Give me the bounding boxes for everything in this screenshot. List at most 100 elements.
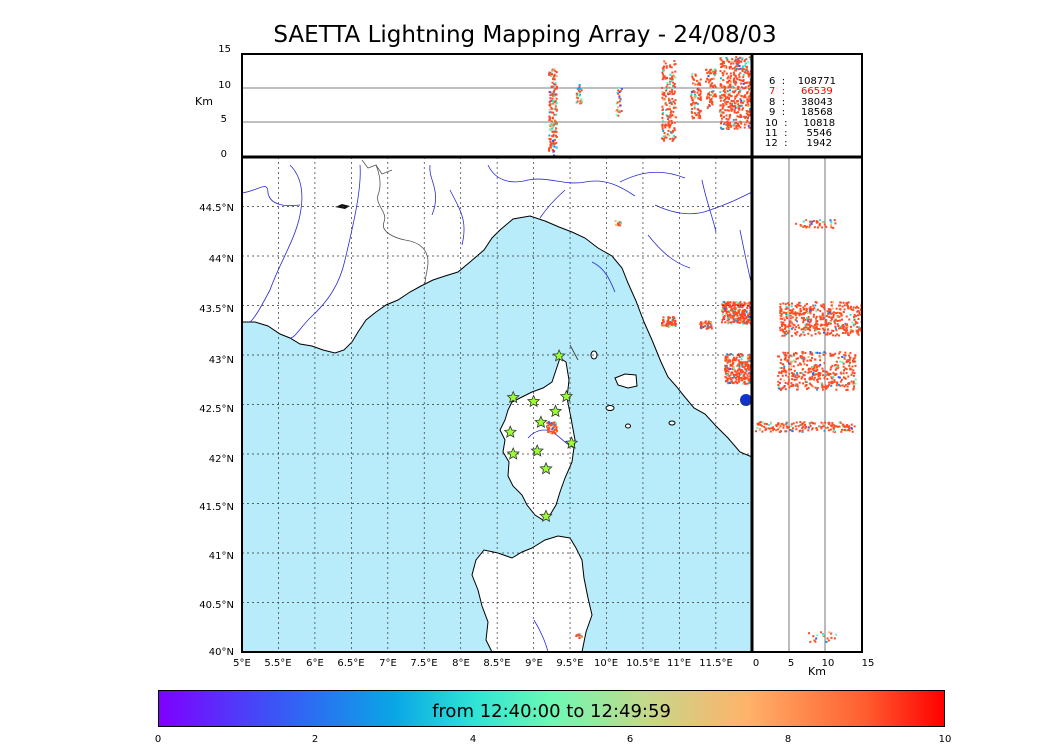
source-point bbox=[553, 143, 556, 145]
source-point bbox=[734, 83, 737, 86]
source-point bbox=[779, 303, 782, 306]
source-point bbox=[691, 117, 694, 120]
source-point bbox=[548, 138, 551, 140]
source-point bbox=[822, 306, 825, 309]
altitude-panel: Km 15 10 5 0 bbox=[195, 44, 753, 160]
source-point bbox=[835, 307, 838, 310]
source-point bbox=[809, 422, 811, 425]
source-point bbox=[552, 150, 555, 153]
source-point bbox=[724, 98, 727, 101]
source-point bbox=[737, 378, 740, 381]
source-point bbox=[724, 305, 727, 308]
source-point bbox=[708, 91, 711, 93]
lat-tick: 41.5°N bbox=[199, 502, 234, 513]
source-point bbox=[841, 332, 844, 334]
source-point bbox=[778, 430, 781, 433]
source-point bbox=[546, 426, 549, 428]
source-point bbox=[699, 326, 702, 329]
source-point bbox=[746, 374, 749, 377]
source-point bbox=[746, 120, 749, 123]
source-point bbox=[770, 422, 772, 425]
source-point bbox=[811, 377, 814, 380]
source-point bbox=[720, 86, 723, 89]
source-point bbox=[838, 304, 841, 307]
map-panel: 5°E 5.5°E 6°E 6.5°E 7°E 7.5°E 8°E 8.5°E … bbox=[199, 156, 754, 669]
source-point bbox=[727, 118, 730, 121]
source-point bbox=[738, 363, 740, 366]
source-point bbox=[849, 307, 852, 310]
source-point bbox=[721, 303, 724, 306]
source-point bbox=[708, 104, 711, 106]
source-point bbox=[724, 65, 727, 68]
source-point bbox=[617, 92, 620, 95]
source-point bbox=[725, 123, 728, 126]
source-point bbox=[665, 65, 668, 68]
source-point bbox=[747, 103, 750, 106]
source-point bbox=[713, 77, 715, 80]
source-point bbox=[808, 226, 811, 229]
source-point bbox=[809, 312, 812, 315]
source-point bbox=[702, 326, 705, 329]
source-point bbox=[843, 357, 846, 360]
source-point bbox=[786, 426, 789, 429]
source-point bbox=[726, 353, 729, 356]
source-point bbox=[780, 358, 783, 361]
source-point bbox=[555, 141, 558, 144]
source-point bbox=[551, 428, 554, 431]
source-point bbox=[695, 113, 698, 116]
source-point bbox=[736, 115, 739, 118]
source-point bbox=[784, 303, 787, 306]
source-point bbox=[835, 329, 838, 332]
source-point bbox=[730, 307, 733, 310]
source-point bbox=[793, 369, 796, 372]
source-point bbox=[697, 97, 700, 100]
source-point bbox=[737, 319, 740, 321]
lon-tick: 8°E bbox=[452, 658, 470, 669]
source-point bbox=[816, 366, 818, 369]
source-point bbox=[852, 382, 855, 385]
source-point bbox=[821, 305, 823, 308]
source-point bbox=[740, 122, 743, 125]
source-point bbox=[817, 372, 820, 374]
source-point bbox=[830, 382, 833, 385]
source-point bbox=[728, 360, 731, 363]
source-point bbox=[695, 79, 698, 82]
source-point bbox=[737, 57, 740, 60]
source-point bbox=[820, 427, 823, 430]
source-point bbox=[729, 77, 732, 80]
lon-tick: 6°E bbox=[306, 658, 324, 669]
source-point bbox=[617, 106, 620, 109]
source-point bbox=[740, 353, 743, 356]
source-point bbox=[740, 312, 743, 315]
source-point bbox=[812, 220, 815, 222]
source-point bbox=[841, 425, 844, 428]
source-point bbox=[838, 425, 841, 428]
source-point bbox=[709, 325, 712, 328]
source-point bbox=[673, 82, 676, 85]
source-point bbox=[732, 356, 735, 359]
source-point bbox=[729, 104, 732, 107]
source-point bbox=[740, 79, 743, 82]
source-point bbox=[667, 316, 670, 319]
source-point bbox=[727, 377, 730, 380]
lma-stations bbox=[503, 348, 579, 523]
source-point bbox=[731, 85, 734, 88]
source-point bbox=[729, 316, 732, 319]
source-point bbox=[799, 304, 802, 307]
source-point bbox=[800, 328, 803, 331]
source-point bbox=[723, 88, 726, 91]
source-point bbox=[790, 425, 793, 427]
source-point bbox=[722, 79, 725, 82]
source-point bbox=[699, 97, 702, 100]
source-point bbox=[743, 319, 746, 322]
source-point bbox=[832, 427, 835, 430]
source-point bbox=[790, 368, 793, 371]
source-point bbox=[832, 376, 835, 379]
source-point bbox=[733, 73, 736, 76]
source-point bbox=[855, 306, 857, 309]
source-point bbox=[745, 68, 748, 71]
source-point bbox=[670, 77, 673, 80]
source-point bbox=[823, 308, 826, 311]
source-point bbox=[670, 321, 673, 324]
source-point bbox=[809, 306, 812, 308]
